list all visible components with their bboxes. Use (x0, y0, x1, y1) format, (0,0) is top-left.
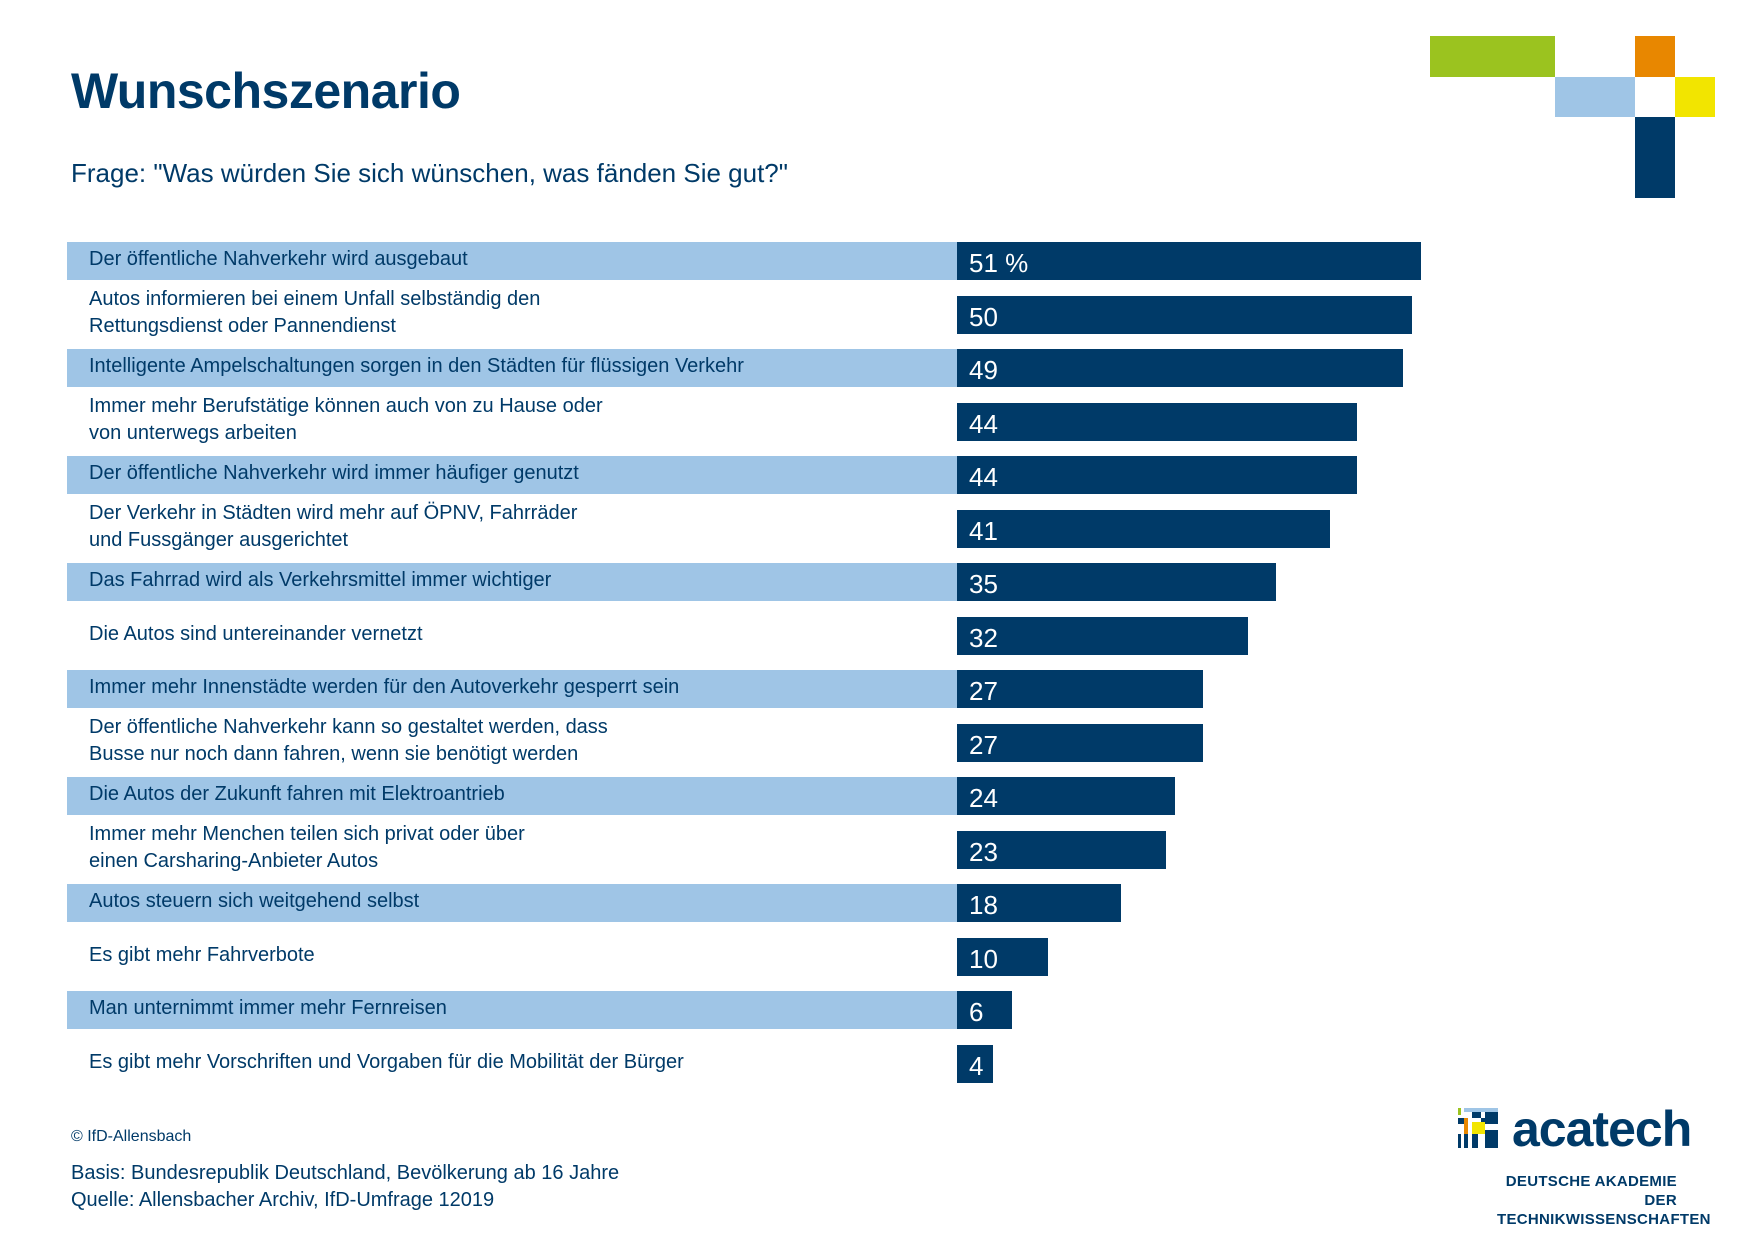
acatech-logo-icon (1458, 1108, 1498, 1148)
row-band (67, 670, 957, 708)
value-label: 44 (969, 408, 998, 439)
category-label: Immer mehr Berufstätige können auch von … (89, 394, 603, 444)
value-label: 41 (969, 515, 998, 546)
value-label: 10 (969, 943, 998, 974)
bar (957, 830, 1167, 869)
row-band (67, 777, 957, 815)
deco-block-lightblue (1555, 77, 1635, 117)
value-label: 49 (969, 355, 998, 385)
copyright-note: © IfD-Allensbach (71, 1128, 192, 1145)
deco-block-green (1430, 36, 1555, 77)
bar (957, 991, 1012, 1029)
bar (957, 884, 1121, 922)
category-label: Es gibt mehr Vorschriften und Vorgaben f… (89, 1050, 684, 1073)
category-label: Immer mehr Innenstädte werden für den Au… (89, 676, 680, 698)
value-label: 27 (969, 729, 998, 760)
bar (957, 670, 1203, 708)
category-label: Der Verkehr in Städten wird mehr auf ÖPN… (89, 501, 578, 551)
chart-row: Intelligente Ampelschaltungen sorgen in … (67, 349, 1755, 387)
bar (957, 563, 1276, 601)
value-label: 27 (969, 676, 998, 706)
row-band (67, 563, 957, 601)
chart-row: Autos informieren bei einem Unfall selbs… (67, 288, 1755, 337)
value-label: 4 (969, 1050, 984, 1081)
category-label: Autos informieren bei einem Unfall selbs… (89, 287, 541, 337)
value-label: 44 (969, 462, 998, 492)
chart-row: Immer mehr Berufstätige können auch von … (67, 395, 1755, 444)
value-label: 6 (969, 997, 984, 1027)
bar (957, 295, 1412, 334)
acatech-subtitle-line2: TECHNIKWISSENSCHAFTEN (1497, 1211, 1711, 1228)
value-label: 32 (969, 622, 998, 653)
value-label: 18 (969, 890, 998, 920)
bar (957, 1044, 994, 1083)
page-title: Wunschszenario (71, 63, 461, 119)
category-label: Autos steuern sich weitgehend selbst (89, 890, 420, 912)
row-band (67, 456, 957, 494)
bar (957, 777, 1176, 815)
chart-row: Der öffentliche Nahverkehr wird immer hä… (67, 456, 1755, 494)
chart-row: Man unternimmt immer mehr Fernreisen 6 (67, 991, 1755, 1029)
deco-block-darkblue (1635, 117, 1675, 198)
bar (957, 723, 1203, 762)
category-label: Die Autos sind untereinander vernetzt (89, 622, 423, 645)
chart-row: Die Autos sind untereinander vernetzt 32 (67, 616, 1755, 655)
category-label: Intelligente Ampelschaltungen sorgen in … (89, 355, 744, 377)
row-band (67, 991, 957, 1029)
row-band (67, 242, 957, 280)
basis-text: Basis: Bundesrepublik Deutschland, Bevöl… (71, 1162, 620, 1184)
value-label: 50 (969, 301, 998, 332)
question-subtitle: Frage: "Was würden Sie sich wünschen, wa… (71, 158, 788, 188)
bar (957, 402, 1358, 441)
deco-block-orange (1635, 36, 1675, 77)
chart-row: Die Autos der Zukunft fahren mit Elektro… (67, 777, 1755, 815)
chart-row: Das Fahrrad wird als Verkehrsmittel imme… (67, 563, 1755, 601)
source-notes: Basis: Bundesrepublik Deutschland, Bevöl… (71, 1160, 619, 1214)
chart-row: Immer mehr Innenstädte werden für den Au… (67, 670, 1755, 708)
deco-block-yellow (1675, 77, 1715, 117)
bar (957, 937, 1048, 976)
value-label: 35 (969, 569, 998, 599)
bar (957, 242, 1422, 280)
acatech-subtitle: DEUTSCHE AKADEMIE DER TECHNIKWISSENSCHAF… (1497, 1172, 1711, 1229)
chart-row: Der Verkehr in Städten wird mehr auf ÖPN… (67, 502, 1755, 551)
category-label: Immer mehr Menchen teilen sich privat od… (89, 822, 525, 872)
bar (957, 616, 1249, 655)
source-text: Quelle: Allensbacher Archiv, IfD-Umfrage… (71, 1189, 495, 1211)
category-label: Das Fahrrad wird als Verkehrsmittel imme… (89, 569, 552, 591)
value-label: 24 (969, 783, 998, 813)
category-label: Man unternimmt immer mehr Fernreisen (89, 997, 447, 1019)
category-label: Der öffentliche Nahverkehr wird ausgebau… (89, 248, 468, 270)
chart-row: Es gibt mehr Fahrverbote 10 (67, 937, 1755, 976)
acatech-subtitle-line1: DEUTSCHE AKADEMIE DER (1505, 1173, 1677, 1209)
bar (957, 349, 1403, 387)
category-label: Es gibt mehr Fahrverbote (89, 943, 315, 966)
value-label: 23 (969, 836, 998, 867)
chart-row: Der öffentliche Nahverkehr kann so gesta… (67, 716, 1755, 765)
row-band (67, 884, 957, 922)
chart-row: Der öffentliche Nahverkehr wird ausgebau… (67, 242, 1755, 280)
category-label: Die Autos der Zukunft fahren mit Elektro… (89, 783, 505, 805)
row-band (67, 349, 957, 387)
category-label: Der öffentliche Nahverkehr kann so gesta… (89, 715, 608, 765)
bar (957, 509, 1331, 548)
bar (957, 456, 1358, 494)
category-label: Der öffentliche Nahverkehr wird immer hä… (89, 462, 579, 484)
value-label: 51 % (969, 248, 1029, 278)
acatech-wordmark: acatech (1512, 1101, 1692, 1157)
chart-row: Es gibt mehr Vorschriften und Vorgaben f… (67, 1044, 1755, 1083)
chart-row: Autos steuern sich weitgehend selbst 18 (67, 884, 1755, 922)
chart-row: Immer mehr Menchen teilen sich privat od… (67, 823, 1755, 872)
